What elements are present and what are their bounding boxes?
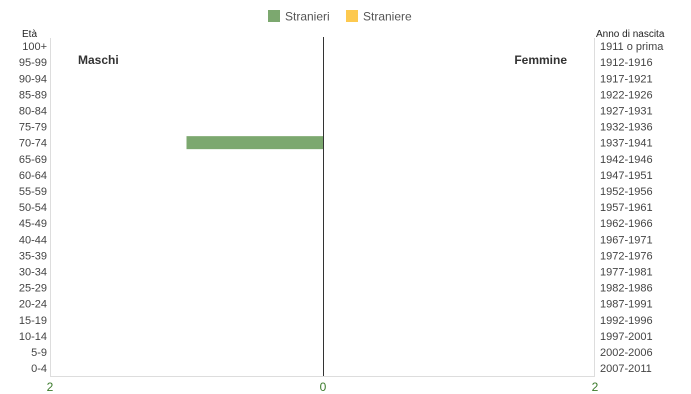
age-tick-label: 30-34 <box>19 266 47 278</box>
birth-year-tick-label: 1972-1976 <box>600 250 653 262</box>
age-tick-label: 95-99 <box>19 57 47 69</box>
age-tick-label: 15-19 <box>19 315 47 327</box>
age-tick-label: 0-4 <box>31 363 47 375</box>
age-tick-label: 50-54 <box>19 202 47 214</box>
birth-year-tick-label: 1937-1941 <box>600 138 653 150</box>
legend-swatch-stranieri <box>268 10 280 22</box>
x-tick-center: 0 <box>320 380 327 394</box>
birth-year-tick-label: 1917-1921 <box>600 73 653 85</box>
legend-label-stranieri: Stranieri <box>285 10 330 24</box>
age-group-tick-labels: 0-4 5-9 10-14 15-19 20-24 25-29 30-34 35-39 40-4… <box>19 41 47 375</box>
right-side-label: Femmine <box>514 53 567 67</box>
age-tick-label: 85-89 <box>19 89 47 101</box>
age-tick-label: 55-59 <box>19 186 47 198</box>
age-tick-label: 5-9 <box>31 347 47 359</box>
bar-stranieri-70-74[interactable] <box>186 136 324 150</box>
birth-year-tick-label: 1957-1961 <box>600 202 653 214</box>
birth-year-tick-label: 1952-1956 <box>600 186 653 198</box>
left-side-label: Maschi <box>78 53 119 67</box>
birth-year-tick-label: 1982-1986 <box>600 283 653 295</box>
age-tick-label: 10-14 <box>19 331 47 343</box>
age-tick-label: 40-44 <box>19 234 47 246</box>
birth-year-tick-label: 2007-2011 <box>600 363 652 375</box>
birth-year-tick-label: 1967-1971 <box>600 234 653 246</box>
x-tick-right: 2 <box>592 380 599 394</box>
birth-year-tick-label: 1987-1991 <box>600 299 653 311</box>
birth-year-tick-label: 1922-1926 <box>600 89 653 101</box>
birth-year-tick-label: 1997-2001 <box>600 331 653 343</box>
birth-year-tick-label: 1912-1916 <box>600 57 653 69</box>
age-tick-label: 100+ <box>22 41 47 53</box>
birth-year-tick-label: 1977-1981 <box>600 266 653 278</box>
age-tick-label: 90-94 <box>19 73 47 85</box>
bars <box>186 136 324 150</box>
age-tick-label: 60-64 <box>19 170 47 182</box>
legend: Stranieri Straniere <box>268 10 412 24</box>
age-tick-label: 65-69 <box>19 154 47 166</box>
left-axis-title: Età <box>22 29 37 40</box>
birth-year-tick-label: 2002-2006 <box>600 347 653 359</box>
birth-year-tick-label: 1962-1966 <box>600 218 653 230</box>
x-tick-left: 2 <box>47 380 54 394</box>
birth-year-tick-label: 1911 o prima <box>600 41 664 53</box>
age-tick-label: 70-74 <box>19 138 47 150</box>
birth-year-tick-label: 1927-1931 <box>600 105 653 117</box>
age-tick-label: 20-24 <box>19 299 47 311</box>
legend-swatch-straniere <box>346 10 358 22</box>
age-tick-label: 80-84 <box>19 105 47 117</box>
birth-year-tick-label: 1932-1936 <box>600 122 653 134</box>
legend-label-straniere: Straniere <box>363 10 412 24</box>
birth-year-tick-label: 1992-1996 <box>600 315 653 327</box>
age-tick-label: 75-79 <box>19 122 47 134</box>
birth-year-tick-labels: 2007-2011 2002-2006 1997-2001 1992-1996 1987… <box>600 41 664 375</box>
right-axis-title: Anno di nascita <box>596 29 665 40</box>
age-tick-label: 45-49 <box>19 218 47 230</box>
age-tick-label: 35-39 <box>19 250 47 262</box>
age-tick-label: 25-29 <box>19 283 47 295</box>
birth-year-tick-label: 1942-1946 <box>600 154 653 166</box>
birth-year-tick-label: 1947-1951 <box>600 170 653 182</box>
